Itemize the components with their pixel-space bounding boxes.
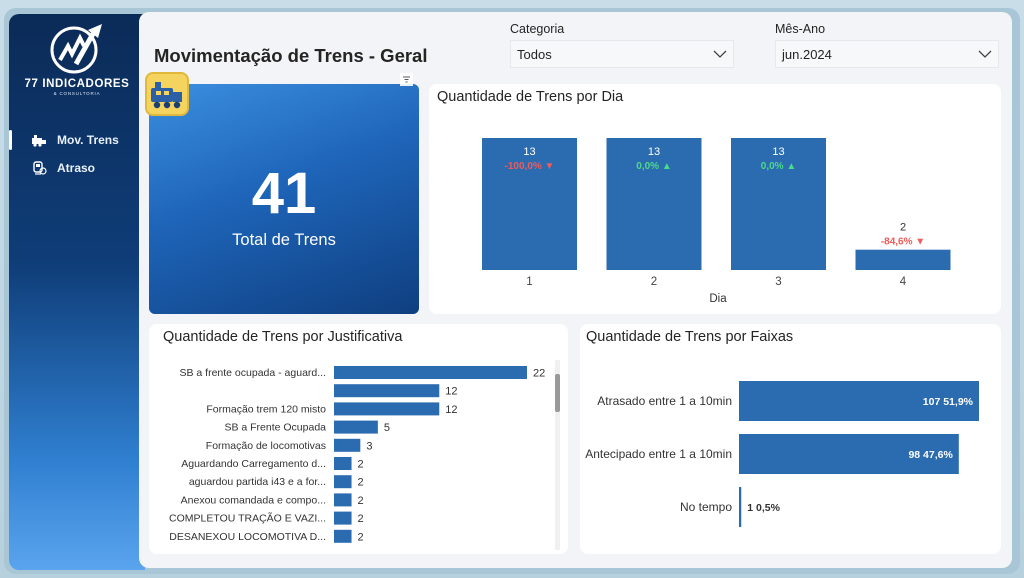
main-canvas: Movimentação de Trens - Geral Categoria … xyxy=(139,12,1012,568)
delta-label: 0,0% ▲ xyxy=(636,161,671,172)
bar-justificativa xyxy=(334,366,527,379)
train-delay-icon xyxy=(33,161,47,175)
chart-title: Quantidade de Trens por Faixas xyxy=(586,329,794,345)
bar-day-1 xyxy=(482,138,577,270)
chart-trens-por-faixas: Quantidade de Trens por Faixas Atrasado … xyxy=(580,324,1001,554)
train-badge-icon xyxy=(145,72,189,116)
filter-mes-ano: Mês-Ano jun.2024 xyxy=(775,22,999,68)
kpi-total-trens-card: 41 Total de Trens xyxy=(149,84,419,314)
bar-faixa xyxy=(739,487,742,527)
y-tick-label: Anexou comandada e compo... xyxy=(181,494,326,506)
bar-justificativa xyxy=(334,529,352,543)
data-label: 107 51,9% xyxy=(923,396,974,408)
chart-title: Quantidade de Trens por Dia xyxy=(437,89,624,105)
brand-name: 77 INDICADORES xyxy=(24,78,130,90)
y-tick-label: SB a frente ocupada - aguard... xyxy=(179,367,326,379)
scrollbar-thumb xyxy=(555,374,560,412)
x-tick-label: 4 xyxy=(900,276,907,288)
data-label: 5 xyxy=(384,422,390,434)
train-icon xyxy=(32,135,46,147)
delta-label: -84,6% ▼ xyxy=(881,237,925,248)
y-tick-label: No tempo xyxy=(680,500,732,514)
bar-day-3 xyxy=(731,138,826,270)
y-tick-label: aguardou partida i43 e a for... xyxy=(189,476,326,488)
x-tick-label: 1 xyxy=(526,276,532,288)
categoria-value: Todos xyxy=(517,46,552,62)
y-tick-label: Formação trem 120 misto xyxy=(206,403,326,415)
data-label: 13 xyxy=(772,146,784,158)
mes-ano-value: jun.2024 xyxy=(782,46,832,62)
mes-ano-dropdown[interactable]: jun.2024 xyxy=(775,40,999,68)
sidebar-item-atraso[interactable]: Atraso xyxy=(9,154,145,182)
brand-logo: 77 INDICADORES & CONSULTORIA xyxy=(9,20,145,112)
y-tick-label: Antecipado entre 1 a 10min xyxy=(585,447,732,461)
bar-justificativa xyxy=(334,493,352,507)
chart-trens-por-faixas-svg: Atrasado entre 1 a 10min 107 51,9% Antecip… xyxy=(585,381,979,527)
data-label: 12 xyxy=(445,386,457,398)
scrollbar-track xyxy=(555,360,560,550)
brand-subtitle: & CONSULTORIA xyxy=(53,91,101,96)
x-tick-label: 2 xyxy=(651,276,657,288)
y-tick-label: Formação de locomotivas xyxy=(206,440,326,452)
y-tick-label: COMPLETOU TRAÇÃO E VAZI... xyxy=(169,512,326,525)
bar-justificativa xyxy=(334,475,352,489)
y-tick-label: DESANEXOU LOCOMOTIVA D... xyxy=(169,531,326,543)
page-title: Movimentação de Trens - Geral xyxy=(154,45,428,66)
kpi-label: Total de Trens xyxy=(232,231,336,249)
kpi-value: 41 xyxy=(251,161,317,226)
bar-justificativa xyxy=(334,457,352,470)
data-label: 22 xyxy=(533,368,545,380)
bar-faixa xyxy=(739,381,979,421)
data-label: 12 xyxy=(445,404,457,416)
x-axis-label: Dia xyxy=(709,293,727,305)
bar-day-2 xyxy=(606,138,702,270)
data-label: 3 xyxy=(366,440,372,452)
sidebar-item-mov-trens[interactable]: Mov. Trens xyxy=(9,126,145,154)
chart-trens-por-dia: Quantidade de Trens por Dia 13 -100,0% ▼ 1… xyxy=(429,84,1001,314)
delta-label: 0,0% ▲ xyxy=(761,161,796,172)
bar-faixa xyxy=(739,434,959,474)
chart-trens-por-justificativa-svg: SB a frente ocupada - aguard... 2212Forma… xyxy=(169,360,560,550)
data-label: 2 xyxy=(358,459,364,471)
filter-categoria-label: Categoria xyxy=(510,22,565,36)
bar-justificativa xyxy=(334,402,440,416)
bar-justificativa xyxy=(334,438,361,452)
filter-mes-ano-label: Mês-Ano xyxy=(775,22,826,36)
sidebar-item-label: Atraso xyxy=(57,161,96,175)
data-label: 13 xyxy=(523,146,535,158)
x-tick-label: 3 xyxy=(775,276,781,288)
data-label: 2 xyxy=(358,495,364,507)
data-label: 13 xyxy=(648,146,660,158)
bar-justificativa xyxy=(334,420,378,434)
chevron-down-icon xyxy=(978,50,992,58)
filter-icon[interactable] xyxy=(400,73,413,86)
data-label: 2 xyxy=(358,513,364,525)
bar-justificativa xyxy=(334,384,440,398)
y-tick-label: Atrasado entre 1 a 10min xyxy=(597,394,732,408)
chevron-down-icon xyxy=(713,50,727,58)
filter-categoria: Categoria Todos xyxy=(510,22,734,68)
y-tick-label: SB a Frente Ocupada xyxy=(224,422,326,434)
bar-day-4 xyxy=(855,249,951,270)
chart-trens-por-justificativa: Quantidade de Trens por Justificativa SB… xyxy=(149,324,568,554)
y-tick-label: Aguardando Carregamento d... xyxy=(181,458,326,470)
delta-label: -100,0% ▼ xyxy=(505,161,555,172)
sidebar-nav: Mov. Trens Atraso xyxy=(9,126,145,182)
data-label: 2 xyxy=(900,222,906,234)
data-label: 98 47,6% xyxy=(908,449,953,461)
data-label: 1 0,5% xyxy=(747,502,780,514)
data-label: 2 xyxy=(358,531,364,543)
brand-logo-icon xyxy=(50,24,102,74)
chart-title: Quantidade de Trens por Justificativa xyxy=(163,329,403,345)
bar-justificativa xyxy=(334,511,352,525)
sidebar: 77 INDICADORES & CONSULTORIA Mov. Trens … xyxy=(9,14,145,570)
data-label: 2 xyxy=(358,477,364,489)
chart-trens-por-dia-svg: 13 -100,0% ▼ 1 13 0,0% ▲ 2 13 0,0% ▲ 3 2 -84,6% ▼ 4… xyxy=(482,138,951,305)
sidebar-item-label: Mov. Trens xyxy=(57,133,119,147)
categoria-dropdown[interactable]: Todos xyxy=(510,40,734,68)
